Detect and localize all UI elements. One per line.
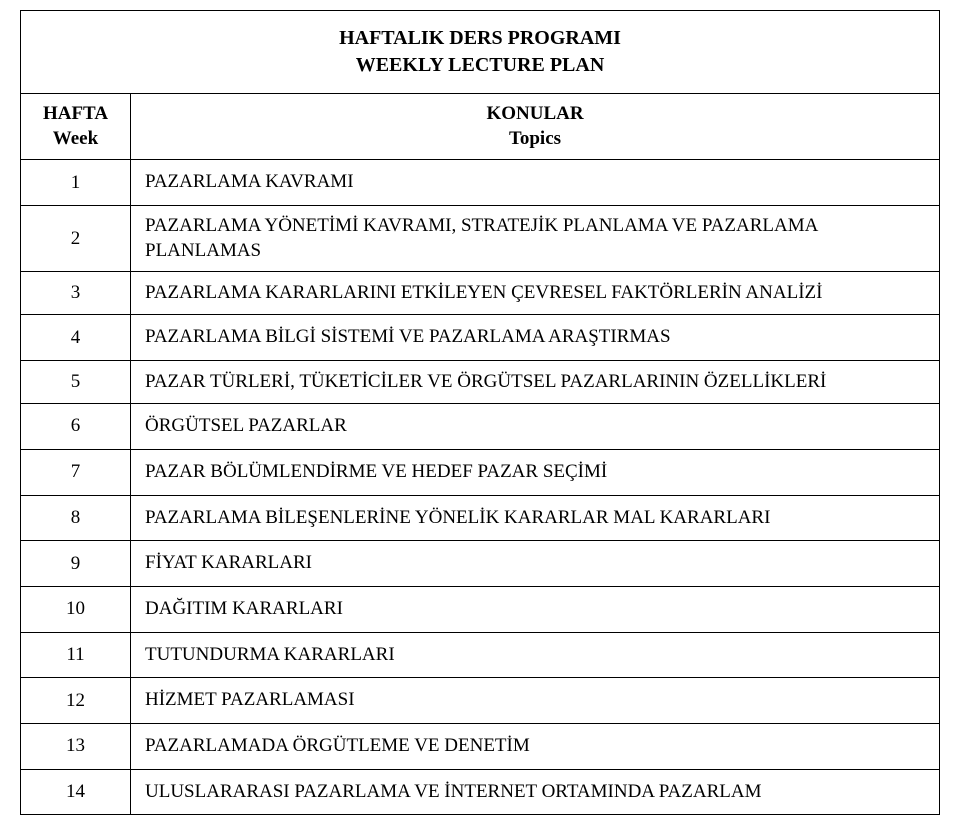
header-topics-tr: KONULAR (135, 102, 935, 127)
header-week-en: Week (25, 127, 126, 152)
topic-text: PAZARLAMA YÖNETİMİ KAVRAMI, STRATEJİK PL… (131, 206, 940, 272)
table-row: 4 PAZARLAMA BİLGİ SİSTEMİ VE PAZARLAMA A… (21, 315, 940, 361)
week-number: 9 (21, 541, 131, 587)
week-number: 7 (21, 449, 131, 495)
schedule-table: HAFTALIK DERS PROGRAMI WEEKLY LECTURE PL… (20, 10, 940, 815)
header-topics: KONULAR Topics (131, 94, 940, 160)
header-week: HAFTA Week (21, 94, 131, 160)
topic-text: PAZARLAMA KARARLARINI ETKİLEYEN ÇEVRESEL… (131, 272, 940, 315)
page: HAFTALIK DERS PROGRAMI WEEKLY LECTURE PL… (0, 10, 960, 772)
header-week-tr: HAFTA (25, 102, 126, 127)
topic-text: FİYAT KARARLARI (131, 541, 940, 587)
week-number: 14 (21, 769, 131, 815)
table-row: 14 ULUSLARARASI PAZARLAMA VE İNTERNET OR… (21, 769, 940, 815)
topic-text: TUTUNDURMA KARARLARI (131, 632, 940, 678)
table-row: 6 ÖRGÜTSEL PAZARLAR (21, 404, 940, 450)
header-row: HAFTA Week KONULAR Topics (21, 94, 940, 160)
table-row: 7 PAZAR BÖLÜMLENDİRME VE HEDEF PAZAR SEÇ… (21, 449, 940, 495)
week-number: 3 (21, 272, 131, 315)
table-row: 3 PAZARLAMA KARARLARINI ETKİLEYEN ÇEVRES… (21, 272, 940, 315)
table-row: 10 DAĞITIM KARARLARI (21, 586, 940, 632)
week-number: 6 (21, 404, 131, 450)
topic-text: PAZAR TÜRLERİ, TÜKETİCİLER VE ÖRGÜTSEL P… (131, 361, 940, 404)
topic-text: PAZARLAMA KAVRAMI (131, 160, 940, 206)
table-row: 2 PAZARLAMA YÖNETİMİ KAVRAMI, STRATEJİK … (21, 206, 940, 272)
topic-text: ULUSLARARASI PAZARLAMA VE İNTERNET ORTAM… (131, 769, 940, 815)
topic-text: PAZARLAMA BİLGİ SİSTEMİ VE PAZARLAMA ARA… (131, 315, 940, 361)
title-line-1: HAFTALIK DERS PROGRAMI (21, 25, 939, 52)
topic-text: PAZARLAMA BİLEŞENLERİNE YÖNELİK KARARLAR… (131, 495, 940, 541)
week-number: 13 (21, 723, 131, 769)
table-row: 11 TUTUNDURMA KARARLARI (21, 632, 940, 678)
table-row: 13 PAZARLAMADA ÖRGÜTLEME VE DENETİM (21, 723, 940, 769)
table-row: 5 PAZAR TÜRLERİ, TÜKETİCİLER VE ÖRGÜTSEL… (21, 361, 940, 404)
week-number: 2 (21, 206, 131, 272)
week-number: 12 (21, 678, 131, 724)
week-number: 4 (21, 315, 131, 361)
title-row: HAFTALIK DERS PROGRAMI WEEKLY LECTURE PL… (21, 11, 940, 94)
topic-text: PAZAR BÖLÜMLENDİRME VE HEDEF PAZAR SEÇİM… (131, 449, 940, 495)
week-number: 1 (21, 160, 131, 206)
topic-text: PAZARLAMADA ÖRGÜTLEME VE DENETİM (131, 723, 940, 769)
topic-text: ÖRGÜTSEL PAZARLAR (131, 404, 940, 450)
week-number: 10 (21, 586, 131, 632)
table-row: 1 PAZARLAMA KAVRAMI (21, 160, 940, 206)
table-row: 9 FİYAT KARARLARI (21, 541, 940, 587)
title-cell: HAFTALIK DERS PROGRAMI WEEKLY LECTURE PL… (21, 11, 940, 94)
header-topics-en: Topics (135, 127, 935, 152)
table-row: 8 PAZARLAMA BİLEŞENLERİNE YÖNELİK KARARL… (21, 495, 940, 541)
week-number: 11 (21, 632, 131, 678)
week-number: 8 (21, 495, 131, 541)
table-row: 12 HİZMET PAZARLAMASI (21, 678, 940, 724)
topic-text: HİZMET PAZARLAMASI (131, 678, 940, 724)
topic-text: DAĞITIM KARARLARI (131, 586, 940, 632)
title-line-2: WEEKLY LECTURE PLAN (21, 52, 939, 79)
week-number: 5 (21, 361, 131, 404)
